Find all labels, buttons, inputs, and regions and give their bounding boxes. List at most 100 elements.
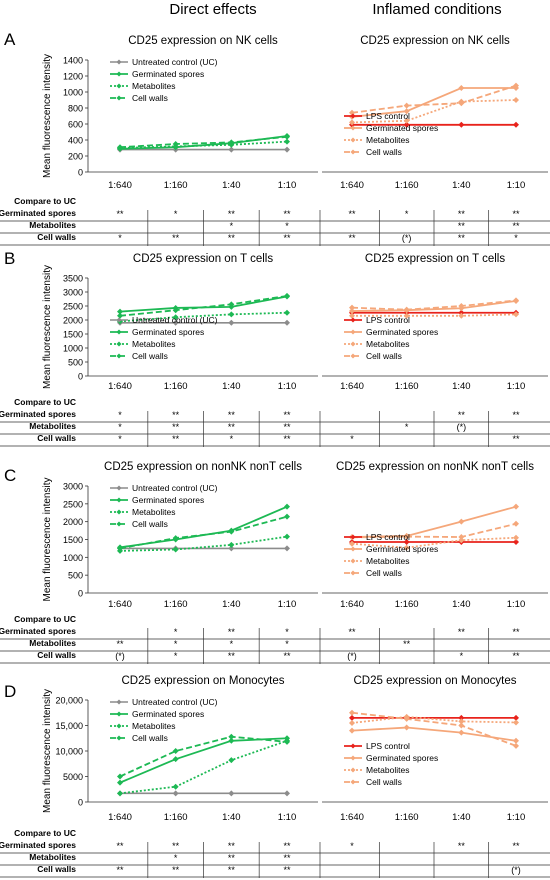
significance-mark: *	[350, 841, 354, 851]
series-line	[351, 536, 517, 549]
data-point	[117, 144, 123, 151]
x-tick-label: 1:10	[507, 812, 526, 823]
y-tick-label: 2000	[63, 517, 83, 527]
significance-mark: **	[512, 627, 520, 637]
significance-mark: **	[228, 209, 236, 219]
data-point	[284, 138, 290, 145]
panel-letter: D	[4, 682, 16, 701]
data-point	[349, 540, 355, 547]
data-point	[513, 82, 519, 89]
data-point	[513, 520, 519, 527]
significance-mark: **	[458, 627, 466, 637]
chart-panel: B CD25 expression on T cells 0 500 1000 1500 2…	[0, 249, 550, 447]
comparison-row-label: Germinated spores	[0, 626, 76, 636]
significance-mark: **	[116, 841, 124, 851]
series-line	[351, 726, 517, 742]
data-point	[117, 779, 123, 786]
y-tick-label: 2000	[63, 316, 83, 326]
x-tick-label: 1:10	[278, 180, 297, 191]
x-tick-label: 1:160	[164, 812, 188, 823]
comparison-row-label: Metabolites	[29, 421, 76, 431]
data-point	[403, 544, 410, 551]
x-tick-label: 1:640	[108, 599, 132, 610]
x-tick-label: 1:640	[108, 180, 132, 191]
legend-marker	[116, 509, 122, 515]
significance-mark: **	[512, 209, 520, 219]
data-point	[513, 503, 519, 510]
data-point	[349, 312, 355, 319]
y-tick-label: 1000	[63, 88, 83, 98]
legend-marker	[116, 497, 122, 503]
significance-mark: **	[283, 410, 291, 420]
data-point	[403, 102, 410, 109]
legend-label: Germinated spores	[132, 327, 204, 337]
data-point	[513, 714, 519, 721]
legend-label: Untreated control (UC)	[132, 697, 218, 707]
data-point	[228, 146, 235, 153]
significance-mark: **	[403, 639, 411, 649]
significance-mark: **	[283, 422, 291, 432]
data-point	[284, 738, 290, 745]
data-point	[284, 790, 290, 797]
legend-marker	[350, 570, 356, 576]
legend-label: LPS control	[366, 315, 410, 325]
legend-marker	[116, 341, 122, 347]
legend-label: Cell walls	[132, 93, 168, 103]
chart-panel: CD25 expression on Monocytes 1:640 1:160 1:…	[319, 675, 548, 878]
chart-panel: C CD25 expression on nonNK nonT cells 0 500…	[0, 461, 550, 664]
data-point	[284, 133, 290, 140]
significance-mark: *	[405, 209, 409, 219]
legend-label: Germinated spores	[366, 123, 438, 133]
data-point	[458, 85, 465, 91]
data-point	[228, 301, 235, 308]
significance-mark: *	[230, 221, 234, 231]
data-point	[458, 121, 465, 128]
significance-mark: **	[348, 627, 356, 637]
legend-marker	[350, 558, 356, 564]
data-point	[228, 733, 235, 740]
compare-header: Compare to UC	[14, 196, 76, 206]
data-point	[228, 311, 235, 318]
comparison-row-label: Metabolites	[29, 638, 76, 648]
legend-label: Metabolites	[132, 339, 175, 349]
compare-header: Compare to UC	[14, 614, 76, 624]
series-line	[351, 522, 517, 539]
data-point	[349, 709, 355, 716]
y-tick-label: 500	[68, 571, 83, 581]
significance-mark: **	[116, 639, 124, 649]
x-tick-label: 1:40	[452, 599, 471, 610]
x-tick-label: 1:160	[395, 812, 419, 823]
y-tick-label: 0	[78, 589, 83, 599]
legend-marker	[350, 149, 356, 155]
significance-mark: **	[172, 841, 180, 851]
legend-label: LPS control	[366, 111, 410, 121]
x-tick-label: 1:640	[340, 812, 364, 823]
legend-marker	[116, 83, 122, 89]
comparison-row-label: Cell walls	[37, 650, 76, 660]
data-point	[228, 528, 235, 535]
legend-marker	[350, 137, 356, 143]
legend-label: Germinated spores	[132, 709, 204, 719]
chart-title: CD25 expression on NK cells	[360, 35, 510, 47]
legend-marker	[350, 113, 356, 119]
data-point	[513, 297, 519, 304]
legend-marker	[350, 534, 356, 540]
significance-mark: *	[118, 422, 122, 432]
y-tick-label: 1000	[63, 344, 83, 354]
y-axis-label: Mean fluorescence intensity	[42, 54, 53, 178]
chart-panel: CD25 expression on NK cells 1:640 1:160 1:4…	[319, 35, 548, 246]
series-line	[119, 739, 288, 795]
series-line	[351, 300, 517, 312]
significance-mark: (*)	[402, 233, 412, 243]
significance-mark: **	[283, 434, 291, 444]
significance-mark: **	[172, 865, 180, 875]
data-point	[172, 756, 179, 763]
y-tick-label: 1000	[63, 553, 83, 563]
data-point	[458, 729, 465, 736]
significance-mark: *	[174, 639, 178, 649]
y-tick-label: 200	[68, 152, 83, 162]
legend-marker	[116, 699, 122, 705]
significance-mark: (*)	[457, 422, 467, 432]
legend-marker	[350, 317, 356, 323]
